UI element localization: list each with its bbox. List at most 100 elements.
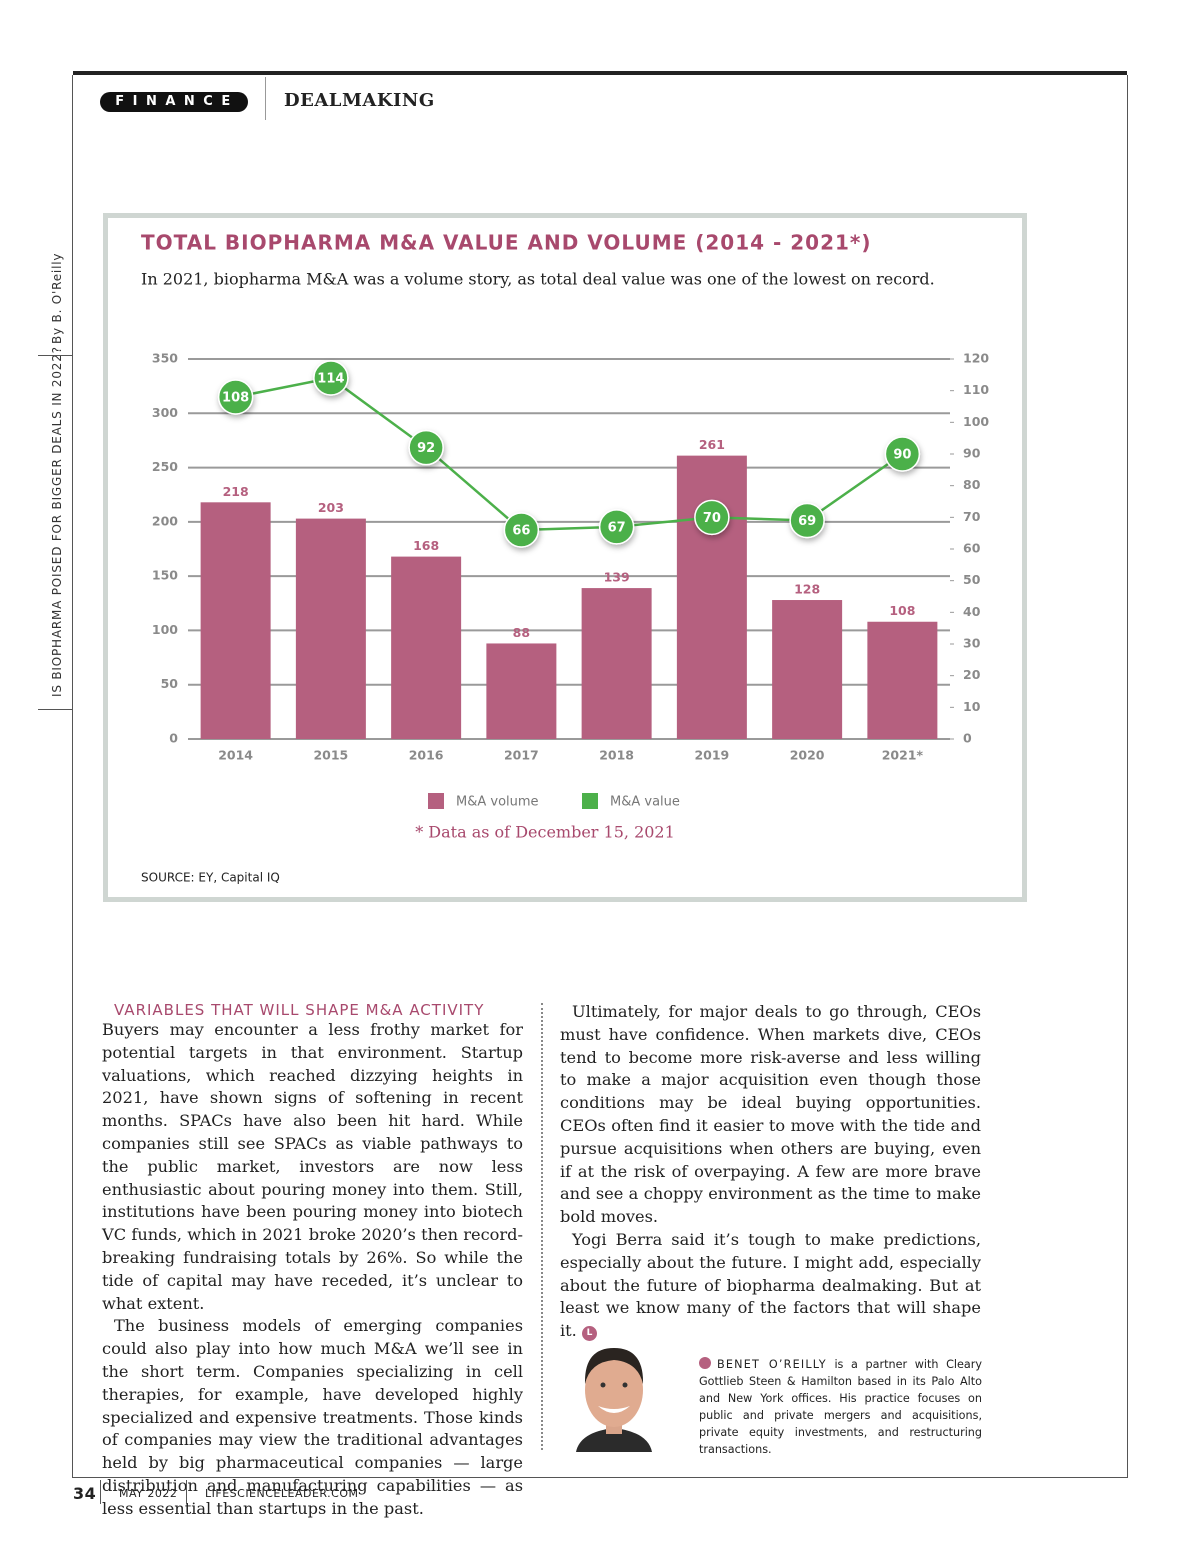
data-label: 203 — [318, 500, 344, 515]
data-label: 218 — [223, 484, 249, 499]
chart-source: SOURCE: EY, Capital IQ — [141, 871, 280, 885]
y2-tick-label: 120 — [963, 351, 989, 366]
chart-note: * Data as of December 15, 2021 — [415, 823, 675, 842]
point — [217, 379, 254, 415]
y2-tick-label: 0 — [963, 731, 972, 746]
separator — [265, 77, 266, 120]
photo-eye — [600, 1382, 606, 1388]
x-tick-label: 2015 — [313, 748, 348, 763]
article-column: Ultimately, for major deals to go throug… — [560, 1001, 981, 1343]
section-label: FINANCE — [100, 92, 248, 112]
y-tick-label: 200 — [152, 513, 178, 528]
sidebar-rule — [38, 709, 73, 710]
paragraph: Buyers may encounter a less frothy marke… — [102, 1020, 523, 1313]
point — [789, 502, 825, 539]
point — [503, 512, 540, 548]
bar — [772, 600, 843, 739]
x-tick-label: 2016 — [409, 748, 444, 763]
paragraph: Ultimately, for major deals to go throug… — [560, 1002, 981, 1227]
y2-tick-label: 80 — [963, 477, 981, 492]
data-label: 88 — [513, 625, 530, 640]
author-bio: BENET O’REILLY is a partner with Cleary … — [699, 1356, 982, 1458]
paragraph: Yogi Berra said it’s tough to make predi… — [560, 1229, 981, 1343]
article-column: VARIABLES THAT WILL SHAPE M&A ACTIVITY B… — [102, 1001, 523, 1521]
section-title: DEALMAKING — [284, 90, 435, 111]
x-tick-label: 2019 — [694, 748, 729, 763]
end-mark: L — [581, 1326, 597, 1342]
chart-subtitle: In 2021, biopharma M&A was a volume stor… — [141, 270, 935, 289]
chart-title: TOTAL BIOPHARMA M&A VALUE AND VOLUME (20… — [141, 231, 872, 255]
y-tick-label: 150 — [152, 568, 178, 583]
y2-tick-label: 20 — [963, 667, 981, 682]
bio-text: is a partner with Cleary Gottlieb Steen … — [699, 1358, 982, 1456]
point — [313, 360, 349, 396]
y2-tick-label: 30 — [963, 636, 981, 651]
data-label: 108 — [222, 391, 249, 406]
page-number: 34 — [73, 1484, 97, 1503]
point — [598, 509, 635, 545]
x-tick-label: 2018 — [599, 748, 634, 763]
paragraph: The business models of emerging companie… — [102, 1316, 523, 1518]
data-label: 261 — [699, 437, 725, 452]
sidebar-byline: By B. O'Reilly — [50, 252, 64, 344]
chart: TOTAL BIOPHARMA M&A VALUE AND VOLUME (20… — [141, 231, 989, 885]
footer-rule — [186, 1480, 187, 1504]
photo-face — [585, 1353, 643, 1427]
data-label: 108 — [889, 603, 915, 618]
photo-hair — [584, 1348, 644, 1384]
data-label: 90 — [893, 448, 911, 463]
frame-rule — [73, 71, 1127, 75]
bar — [295, 518, 366, 739]
column-rule — [541, 1003, 543, 1450]
chart-box: TOTAL BIOPHARMA M&A VALUE AND VOLUME (20… — [103, 213, 1027, 902]
y2-tick-label: 70 — [963, 509, 981, 524]
legend-label: M&A value — [610, 795, 680, 810]
y-tick-label: 100 — [152, 622, 178, 637]
y2-tick-label: 40 — [963, 604, 981, 619]
bio-icon — [699, 1357, 711, 1369]
y2-tick-label: 100 — [963, 414, 989, 429]
y2-tick-label: 60 — [963, 541, 981, 556]
y-tick-label: 250 — [152, 459, 178, 474]
author-photo — [576, 1348, 652, 1452]
y-tick-label: 0 — [169, 731, 178, 746]
photo-smile — [598, 1406, 630, 1413]
frame-rule — [72, 75, 73, 1478]
frame-rule — [1127, 75, 1128, 1478]
bar — [867, 621, 938, 739]
bar — [486, 643, 557, 739]
photo-shoulders — [576, 1428, 652, 1452]
y2-tick-label: 10 — [963, 699, 981, 714]
frame-rule — [72, 1477, 1128, 1478]
x-tick-label: 2020 — [790, 748, 825, 763]
legend-swatch — [428, 793, 444, 809]
y2-tick-label: 50 — [963, 572, 981, 587]
y-tick-label: 350 — [152, 351, 178, 366]
data-label: 70 — [703, 511, 721, 526]
footer-rule — [100, 1480, 101, 1504]
paragraph-text: Yogi Berra said it’s tough to make predi… — [560, 1229, 981, 1341]
bio-name: BENET O’REILLY — [717, 1358, 827, 1371]
y2-tick-label: 90 — [963, 446, 981, 461]
point — [884, 436, 921, 472]
data-label: 168 — [413, 538, 439, 553]
data-label: 114 — [317, 372, 344, 387]
article-heading: VARIABLES THAT WILL SHAPE M&A ACTIVITY — [114, 1001, 485, 1019]
data-label: 92 — [417, 441, 435, 456]
point — [694, 499, 730, 536]
footer-issue: MAY 2022 — [119, 1487, 178, 1500]
bar — [391, 556, 462, 739]
x-tick-label: 2017 — [504, 748, 539, 763]
data-label: 67 — [608, 520, 626, 535]
photo-eye — [622, 1382, 628, 1388]
y-tick-label: 300 — [152, 405, 178, 420]
y-tick-label: 50 — [161, 676, 179, 691]
data-label: 69 — [798, 514, 816, 529]
data-label: 128 — [794, 582, 820, 597]
point — [408, 429, 444, 466]
bar — [200, 502, 271, 739]
bar — [581, 588, 652, 739]
x-tick-label: 2021* — [882, 748, 924, 763]
